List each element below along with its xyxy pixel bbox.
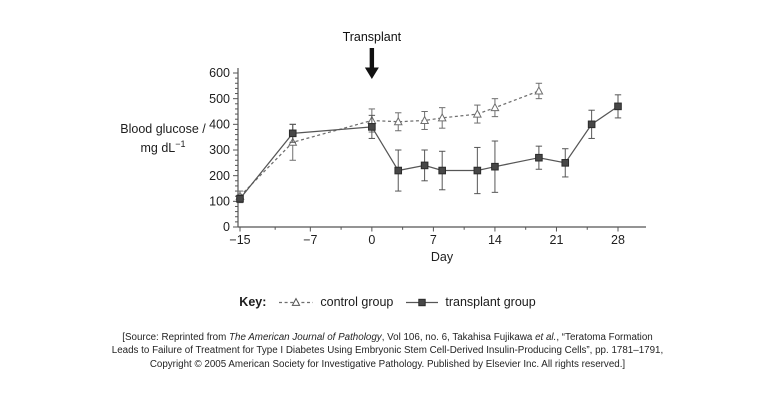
y-tick-label: 500 <box>209 92 230 106</box>
x-tick-label: 21 <box>550 233 564 247</box>
axes: 0 100 200 300 400 500 600 −15 −7 0 7 14 21 28 Day <box>209 66 646 264</box>
x-axis-label: Day <box>431 250 454 264</box>
transplant-arrowhead-icon <box>364 67 379 79</box>
x-tick-label: 7 <box>430 233 437 247</box>
x-tick-label: −15 <box>229 233 250 247</box>
key-label: Key: <box>239 295 267 309</box>
control-line-sample-icon <box>279 297 314 306</box>
y-tick-label: 300 <box>209 143 230 157</box>
y-tick-label: 0 <box>223 220 230 234</box>
transplant-line-sample-icon <box>406 298 439 307</box>
citation-line: [Source: Reprinted from The American Jou… <box>122 332 653 343</box>
x-tick-label: 28 <box>611 233 625 247</box>
legend-label-transplant: transplant group <box>445 295 536 309</box>
y-tick-label: 200 <box>209 169 230 183</box>
legend-label-control: control group <box>320 295 394 309</box>
x-tick-label: −7 <box>303 233 317 247</box>
blood-glucose-chart: 0 100 200 300 400 500 600 −15 −7 0 7 14 21 28 Day Blood… <box>120 30 646 264</box>
transplant-annotation: Transplant <box>343 30 402 44</box>
y-tick-label: 100 <box>209 195 230 209</box>
y-axis-label-units: mg dL−1 <box>140 139 185 155</box>
citation-line: Leads to Failure of Treatment for Type I… <box>111 345 664 357</box>
transplant-arrow-icon <box>369 48 375 68</box>
series-transplant-group <box>236 94 622 204</box>
y-tick-label: 400 <box>209 118 230 132</box>
source-citation: [Source: Reprinted from The American Jou… <box>0 331 775 371</box>
x-tick-label: 14 <box>488 233 502 247</box>
legend-item-transplant: transplant group <box>405 295 536 309</box>
x-tick-label: 0 <box>368 233 375 247</box>
y-axis-label: Blood glucose / <box>120 122 206 136</box>
chart-key: Key: control group transplant group <box>0 295 775 309</box>
legend-item-control: control group <box>278 295 393 309</box>
citation-line: Copyright © 2005 American Society for In… <box>149 358 626 370</box>
series-control-group <box>235 82 544 202</box>
y-tick-label: 600 <box>209 66 230 80</box>
